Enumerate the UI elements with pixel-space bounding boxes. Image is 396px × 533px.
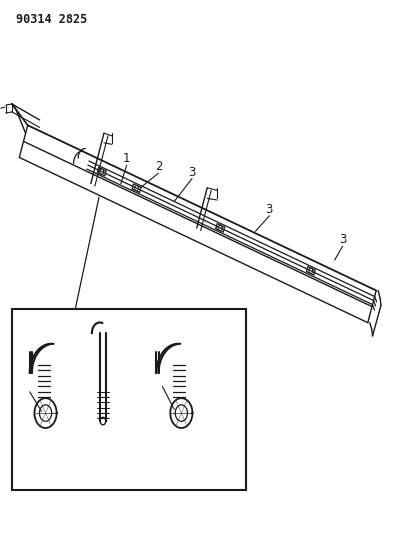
Text: 90314 2825: 90314 2825 bbox=[16, 13, 87, 26]
Text: 3: 3 bbox=[339, 233, 346, 246]
Text: 1: 1 bbox=[123, 152, 130, 165]
Text: 3: 3 bbox=[266, 203, 273, 216]
Text: 3: 3 bbox=[188, 166, 196, 179]
Text: 2: 2 bbox=[155, 160, 162, 173]
Text: 4: 4 bbox=[26, 385, 33, 398]
Bar bbox=[12, 309, 246, 490]
Text: 4: 4 bbox=[159, 380, 166, 393]
